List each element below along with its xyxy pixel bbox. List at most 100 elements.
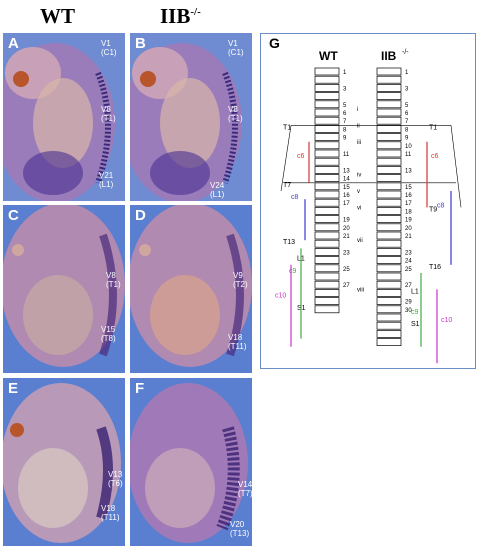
iib-vertebra-box <box>376 297 402 305</box>
iib-header-text: IIB <box>160 4 191 28</box>
iib-vertebra-box <box>376 198 402 207</box>
iib-vertebra-box <box>376 231 402 240</box>
panel-e-annotation-1: V13 (T6) <box>108 470 123 488</box>
panel-e-annotation-2: V18 (T11) <box>101 504 120 522</box>
panel-c-label: C <box>8 207 19 224</box>
iib-vertebra-number: 23 <box>405 250 412 256</box>
panel-d-annotation-2: V18 (T11) <box>228 333 247 351</box>
iib-region-marker: T1 <box>429 124 437 131</box>
roman-annotation: vii <box>357 238 363 244</box>
wt-vertebra-number: 11 <box>343 152 350 158</box>
iib-vertebra-box <box>376 207 402 215</box>
iib-vertebra-box <box>376 190 402 199</box>
wt-region-marker: T1 <box>283 124 291 131</box>
iib-vertebra-box <box>376 338 402 346</box>
wt-vertebra-box <box>314 223 340 232</box>
diagram-wt-title: WT <box>319 49 338 63</box>
iib-region-marker: T16 <box>429 264 441 271</box>
panel-f-label: F <box>135 380 145 397</box>
wt-vertebra-number: 1 <box>343 70 347 76</box>
rib-right <box>450 125 462 208</box>
wt-vertebra-box <box>314 264 340 273</box>
panel-d: D V9 (T2) V18 (T11) <box>130 205 252 373</box>
iib-vertebra-box <box>376 100 402 109</box>
iib-vertebra-box <box>376 108 402 117</box>
wt-vertebra-box <box>314 272 340 281</box>
wt-vertebra-number: 27 <box>343 283 350 289</box>
iib-vertebra-number: 21 <box>405 234 412 240</box>
iib-vertebra-box <box>376 305 402 314</box>
panel-d-label: D <box>135 207 146 224</box>
iib-vertebra-number: 1 <box>405 70 409 76</box>
wt-vertebra-number: 3 <box>343 86 347 92</box>
panel-a-annotation-2: V8 (T1) <box>101 105 116 123</box>
iib-vertebra-box <box>376 239 402 248</box>
wt-vertebra-number: 5 <box>343 103 347 109</box>
iib-vertebra-number: 13 <box>405 168 412 174</box>
wt-vertebra-number: 17 <box>343 201 350 207</box>
wt-vertebra-box <box>314 67 340 76</box>
iib-vertebra-box <box>376 289 402 297</box>
iib-vertebra-number: 5 <box>405 103 409 109</box>
c8-label-iib: c8 <box>437 202 445 209</box>
wt-region-marker: T7 <box>283 182 291 189</box>
iib-vertebra-number: 7 <box>405 119 409 125</box>
panel-b-annotation-3: V24 (L1) <box>210 181 225 199</box>
iib-vertebra-box <box>376 256 402 264</box>
panel-a: A V1 (C1) V8 (T1) V21 (L1) <box>3 33 125 201</box>
iib-vertebra-number: 9 <box>405 136 409 142</box>
c6-label-iib: c6 <box>431 153 439 160</box>
wt-vertebra-box <box>314 297 340 305</box>
iib-vertebra-number: 10 <box>405 144 412 150</box>
iib-vertebra-box <box>376 125 402 133</box>
iib-vertebra-number: 19 <box>405 218 412 224</box>
wt-vertebra-number: 15 <box>343 185 350 191</box>
wt-vertebra-box <box>314 198 340 207</box>
iib-vertebra-box <box>376 264 402 273</box>
panel-c: C V8 (T1) V15 (T8) <box>3 205 125 373</box>
c10-label-wt: c10 <box>275 293 286 300</box>
iib-vertebra-box <box>376 248 402 256</box>
wt-vertebra-box <box>314 125 340 133</box>
panel-f-annotation-2: V20 (T13) <box>230 520 250 538</box>
iib-vertebra-box <box>376 67 402 76</box>
c9-label-iib: c9 <box>411 309 419 316</box>
iib-vertebra-box <box>376 321 402 330</box>
wt-vertebra-number: 16 <box>343 193 350 199</box>
wt-vertebra-box <box>314 256 340 264</box>
wt-vertebra-box <box>314 149 340 158</box>
wt-vertebra-box <box>314 190 340 199</box>
panel-c-annotation-2: V15 (T8) <box>101 325 116 343</box>
iib-vertebra-box <box>376 92 402 100</box>
iib-vertebra-number: 30 <box>405 308 412 314</box>
roman-annotation: vi <box>357 205 361 211</box>
wt-vertebra-box <box>314 231 340 240</box>
iib-vertebra-box <box>376 141 402 150</box>
iib-vertebra-box <box>376 272 402 281</box>
iib-vertebra-box <box>376 280 402 289</box>
panel-e-embryo-image <box>3 378 125 546</box>
iib-vertebra-number: 24 <box>405 259 412 265</box>
iib-vertebra-box <box>376 84 402 92</box>
iib-vertebra-box <box>376 174 402 182</box>
wt-vertebra-number: 9 <box>343 136 347 142</box>
wt-vertebra-box <box>314 108 340 117</box>
iib-region-marker: S1 <box>411 321 420 328</box>
panel-e-label: E <box>8 380 19 397</box>
panel-b: B V1 (C1) V8 (T1) V24 (L1) <box>130 33 252 201</box>
iib-header-sup: -/- <box>190 6 201 18</box>
panel-e: E V13 (T6) V18 (T11) <box>3 378 125 546</box>
panel-a-label: A <box>8 35 19 52</box>
c6-label-wt: c6 <box>297 153 305 160</box>
wt-vertebra-number: 23 <box>343 250 350 256</box>
wt-vertebra-box <box>314 305 340 314</box>
roman-annotation: iii <box>357 140 361 146</box>
iib-vertebra-number: 17 <box>405 201 412 207</box>
wt-vertebra-box <box>314 166 340 174</box>
panel-f: F V14 (T7) V20 (T13) <box>130 378 252 546</box>
wt-column-header: WT <box>40 4 76 28</box>
iib-vertebra-box <box>376 149 402 158</box>
iib-vertebra-box <box>376 182 402 191</box>
diagram-iib-sup: -/- <box>402 49 409 56</box>
iib-vertebra-number: 16 <box>405 193 412 199</box>
